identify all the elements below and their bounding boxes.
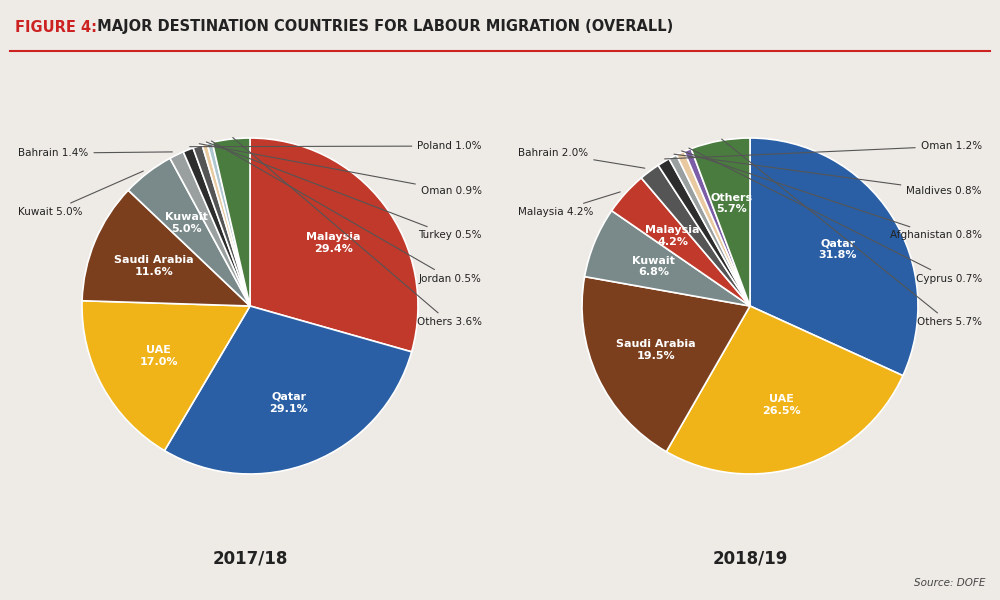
Text: 2017/18: 2017/18 (212, 550, 288, 568)
Text: Malaysia
4.2%: Malaysia 4.2% (645, 226, 700, 247)
Wedge shape (691, 138, 750, 306)
Text: Qatar
29.1%: Qatar 29.1% (269, 392, 308, 413)
Text: Poland 1.0%: Poland 1.0% (190, 141, 482, 151)
Wedge shape (666, 306, 903, 474)
Wedge shape (750, 138, 918, 376)
Text: Saudi Arabia
11.6%: Saudi Arabia 11.6% (114, 255, 194, 277)
Wedge shape (164, 306, 412, 474)
Text: Bahrain 2.0%: Bahrain 2.0% (518, 148, 645, 168)
Text: Oman 0.9%: Oman 0.9% (199, 144, 482, 196)
Text: Oman 1.2%: Oman 1.2% (665, 141, 982, 159)
Wedge shape (202, 143, 250, 306)
Wedge shape (641, 165, 750, 306)
Wedge shape (677, 151, 750, 306)
Wedge shape (669, 155, 750, 306)
Wedge shape (585, 211, 750, 306)
Text: Jordan 0.5%: Jordan 0.5% (211, 141, 482, 284)
Wedge shape (128, 158, 250, 306)
Text: Maldives 0.8%: Maldives 0.8% (674, 154, 982, 196)
Text: Cyprus 0.7%: Cyprus 0.7% (689, 148, 982, 284)
Text: Malaysia
29.4%: Malaysia 29.4% (306, 232, 360, 254)
Text: Turkey 0.5%: Turkey 0.5% (206, 142, 482, 241)
Wedge shape (82, 301, 250, 451)
Wedge shape (582, 277, 750, 452)
Text: MAJOR DESTINATION COUNTRIES FOR LABOUR MIGRATION (OVERALL): MAJOR DESTINATION COUNTRIES FOR LABOUR M… (92, 19, 673, 34)
Text: Others 3.6%: Others 3.6% (233, 137, 482, 328)
Wedge shape (612, 178, 750, 306)
Wedge shape (212, 138, 250, 306)
Text: FIGURE 4:: FIGURE 4: (15, 19, 97, 34)
Text: UAE
17.0%: UAE 17.0% (139, 346, 178, 367)
Text: Saudi Arabia
19.5%: Saudi Arabia 19.5% (616, 339, 695, 361)
Text: Malaysia 4.2%: Malaysia 4.2% (518, 192, 620, 217)
Text: Kuwait 5.0%: Kuwait 5.0% (18, 171, 143, 217)
Wedge shape (684, 149, 750, 306)
Text: Afghanistan 0.8%: Afghanistan 0.8% (682, 151, 982, 241)
Text: Kuwait
5.0%: Kuwait 5.0% (165, 212, 208, 234)
Wedge shape (170, 152, 250, 306)
Text: Bahrain 1.4%: Bahrain 1.4% (18, 148, 172, 158)
Text: Source: DOFE: Source: DOFE (914, 578, 985, 588)
Text: 2018/19: 2018/19 (712, 550, 788, 568)
Wedge shape (82, 190, 250, 306)
Text: UAE
26.5%: UAE 26.5% (763, 394, 801, 416)
Wedge shape (250, 138, 418, 352)
Wedge shape (193, 145, 250, 306)
Text: Others
5.7%: Others 5.7% (710, 193, 753, 214)
Text: Qatar
31.8%: Qatar 31.8% (818, 239, 857, 260)
Text: Kuwait
6.8%: Kuwait 6.8% (632, 256, 675, 277)
Wedge shape (207, 142, 250, 306)
Wedge shape (658, 159, 750, 306)
Wedge shape (183, 148, 250, 306)
Text: Others 5.7%: Others 5.7% (722, 139, 982, 328)
